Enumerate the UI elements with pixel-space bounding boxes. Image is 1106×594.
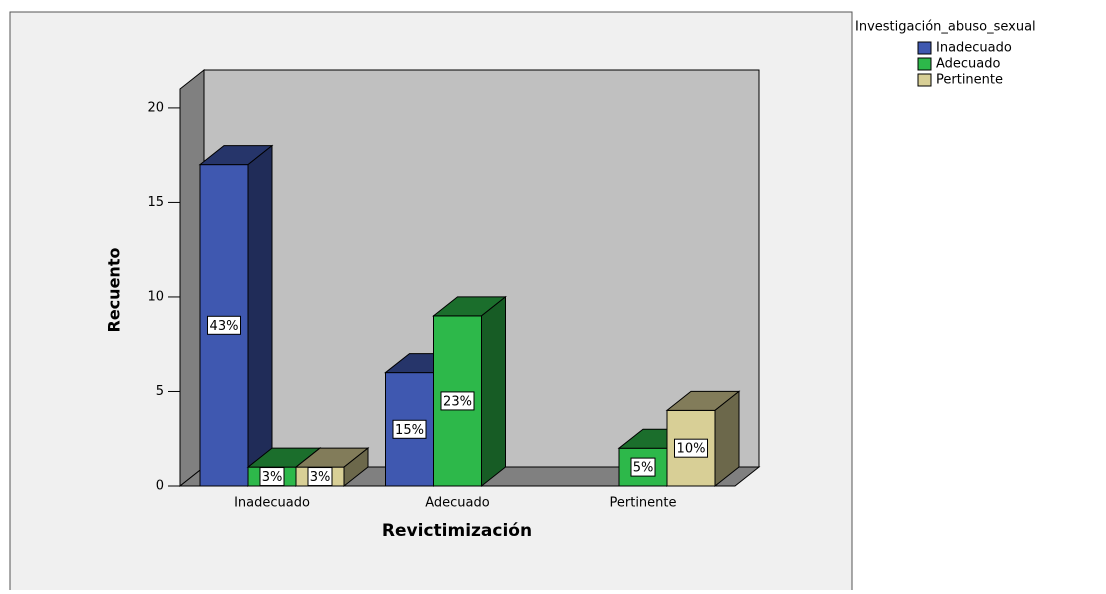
x-tick-label: Inadecuado	[234, 496, 310, 511]
value-label-box	[674, 438, 708, 458]
x-tick-label: Adecuado	[425, 496, 490, 511]
legend-label: Adecuado	[936, 57, 1001, 72]
value-label: 3%	[310, 470, 331, 485]
value-label: 43%	[210, 319, 239, 334]
y-tick-label: 15	[147, 195, 164, 210]
bar-side	[247, 144, 273, 488]
value-label-box	[259, 467, 285, 487]
value-label: 15%	[395, 423, 424, 438]
bar-side	[714, 390, 740, 488]
value-label-box	[307, 467, 333, 487]
value-label: 3%	[262, 470, 283, 485]
y-tick-label: 20	[147, 100, 164, 115]
legend-title: Investigación_abuso_sexual	[855, 20, 1036, 35]
legend-label: Pertinente	[936, 73, 1003, 88]
value-label: 23%	[443, 394, 472, 409]
y-tick-label: 5	[156, 384, 164, 399]
value-label-box	[207, 315, 241, 335]
value-label-box	[392, 419, 427, 439]
legend-swatch	[917, 73, 932, 87]
value-label-box	[440, 391, 475, 411]
x-tick-label: Pertinente	[610, 496, 677, 511]
legend-label: Inadecuado	[936, 41, 1012, 56]
bar-side	[343, 447, 369, 488]
y-tick-label: 10	[147, 289, 164, 304]
x-axis-title: Revictimización	[382, 521, 532, 541]
y-axis-title: Recuento	[105, 248, 124, 333]
value-label-box	[630, 457, 656, 477]
value-label: 5%	[633, 461, 654, 476]
legend-swatch	[917, 41, 932, 55]
y-tick-label: 0	[156, 479, 164, 494]
legend-swatch	[917, 57, 932, 71]
value-label: 10%	[677, 442, 706, 457]
bar-side	[481, 295, 506, 488]
